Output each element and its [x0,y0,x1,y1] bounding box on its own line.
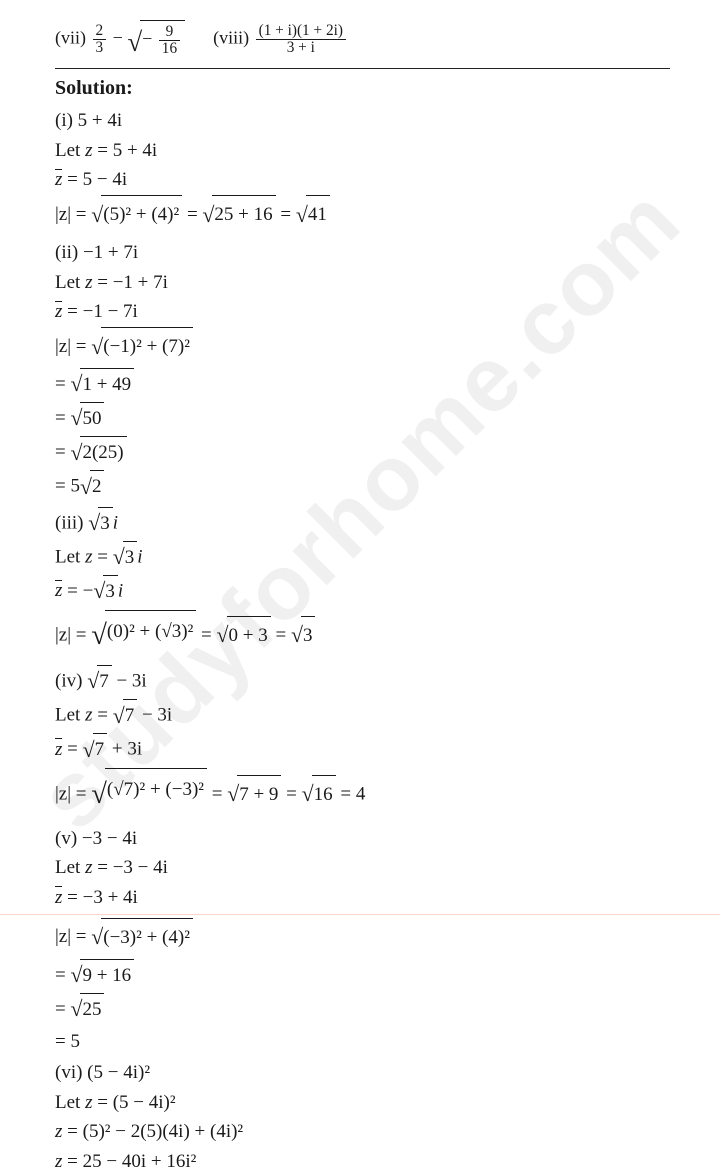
sqrt: 1 + 49 [70,368,134,402]
solution-iv: (iv) 7 − 3i Let z = 7 − 3i z = 7 + 3i |z… [55,665,670,822]
sqrt: 0 + 3 [217,615,271,657]
solution-ii: (ii) −1 + 7i Let z = −1 + 7i z = −1 − 7i… [55,238,670,504]
step: z = −1 − 7i [55,297,670,326]
sqrt: 25 [70,993,104,1027]
sqrt: − 9 16 [127,20,185,58]
solution-heading: Solution: [55,77,670,100]
sqrt: 3 [113,541,138,575]
step: Let z = 7 − 3i [55,699,670,733]
divider [55,68,670,69]
sqrt: (−3)² + (4)² [91,917,193,959]
step: z = 7 + 3i [55,733,670,767]
frac-num: (1 + i)(1 + 2i) [256,23,346,40]
fraction: 2 3 [91,23,109,56]
step: = 2(25) [55,436,670,470]
step: z = (5)² − 2(5)(4i) + (4i)² [55,1117,670,1146]
sqrt: 2(25) [70,436,126,470]
faint-rule [0,914,720,915]
label-viii: (viii) [213,27,249,47]
step: |z| = (−1)² + (7)² [55,327,670,369]
step: (i) 5 + 4i [55,106,670,135]
solution-i: (i) 5 + 4i Let z = 5 + 4i z = 5 − 4i |z|… [55,106,670,236]
frac-den: 3 + i [256,40,346,56]
step: = 50 [55,402,670,436]
step: |z| = (5)² + (4)² = 25 + 16 = 41 [55,195,670,237]
sqrt: 41 [296,195,330,237]
step: Let z = (5 − 4i)² [55,1088,670,1117]
sqrt: (0)² + (√3)² [91,609,196,663]
step: z = 5 − 4i [55,165,670,194]
frac-den: 16 [159,41,180,57]
solution-v: (v) −3 − 4i Let z = −3 − 4i z = −3 + 4i … [55,824,670,1057]
step: Let z = 3i [55,541,670,575]
step: z = −3 + 4i [55,883,670,912]
frac-den: 3 [93,40,107,56]
solution-vi: (vi) (5 − 4i)² Let z = (5 − 4i)² z = (5)… [55,1058,670,1176]
label-vii: (vii) [55,27,86,47]
sqrt: 7 + 9 [227,774,281,816]
sqrt: 25 + 16 [202,195,275,237]
sqrt: 16 [302,774,336,816]
fraction: 9 16 [157,24,182,57]
step: (iv) 7 − 3i [55,665,670,699]
sqrt: 7 [83,733,108,767]
step: (v) −3 − 4i [55,824,670,853]
sqrt: (−1)² + (7)² [91,327,193,369]
sqrt: 3 [88,507,113,541]
step: Let z = 5 + 4i [55,136,670,165]
solution-iii: (iii) 3i Let z = 3i z = −3i |z| = (0)² +… [55,507,670,664]
step: |z| = (0)² + (√3)² = 0 + 3 = 3 [55,609,670,663]
problem-viii: (viii) (1 + i)(1 + 2i) 3 + i [213,23,348,56]
step: (vi) (5 − 4i)² [55,1058,670,1087]
sqrt: 9 + 16 [70,959,134,993]
step: Let z = −3 − 4i [55,853,670,882]
problem-row: (vii) 2 3 − − 9 16 (viii) (1 + i)(1 + 2i… [55,20,670,58]
sqrt: 2 [80,470,105,504]
page-content: (vii) 2 3 − − 9 16 (viii) (1 + i)(1 + 2i… [55,20,670,1176]
step: z = −3i [55,575,670,609]
step: = 9 + 16 [55,959,670,993]
frac-num: 9 [159,24,180,41]
step: |z| = (−3)² + (4)² [55,917,670,959]
step: |z| = (√7)² + (−3)² = 7 + 9 = 16 = 4 [55,768,670,822]
neg: − [142,29,152,49]
step: = 5 [55,1027,670,1056]
minus: − [113,27,128,47]
step: = 1 + 49 [55,368,670,402]
step: z = 25 − 40i + 16i² [55,1147,670,1176]
fraction: (1 + i)(1 + 2i) 3 + i [254,23,348,56]
frac-num: 2 [93,23,107,40]
sqrt: (5)² + (4)² [91,195,182,237]
sqrt: 7 [87,665,112,699]
step: = 52 [55,470,670,504]
problem-vii: (vii) 2 3 − − 9 16 [55,20,185,58]
sqrt: (√7)² + (−3)² [91,768,207,822]
sqrt: 50 [70,402,104,436]
sqrt: 3 [291,615,316,657]
step: = 25 [55,993,670,1027]
sqrt: 3 [93,575,118,609]
step: Let z = −1 + 7i [55,268,670,297]
step: (ii) −1 + 7i [55,238,670,267]
sqrt: 7 [113,699,138,733]
step: (iii) 3i [55,507,670,541]
